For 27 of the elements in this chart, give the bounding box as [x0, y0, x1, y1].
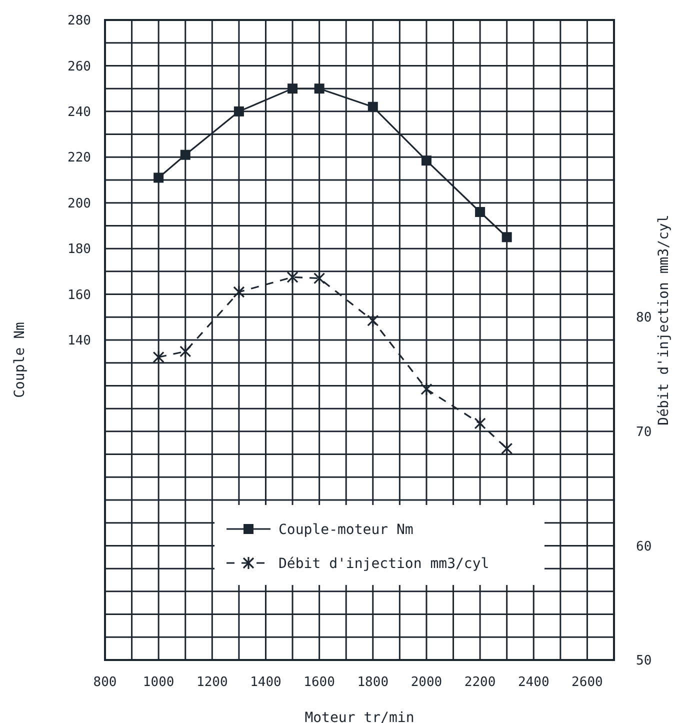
y2-tick-label: 50	[636, 654, 652, 669]
y-tick-label: 220	[68, 150, 91, 166]
x-tick-label: 800	[93, 675, 117, 690]
y-tick-label: 180	[68, 242, 91, 258]
x-tick-label: 2200	[464, 675, 496, 690]
y2-tick-label: 80	[636, 310, 652, 326]
x-tick-label: 1200	[196, 675, 228, 690]
x-axis-title: Moteur tr/min	[304, 710, 414, 723]
y-tick-label: 260	[68, 59, 91, 74]
y-tick-label: 200	[68, 196, 91, 212]
legend-label: Débit d'injection mm3/cyl	[278, 556, 490, 572]
y-tick-label: 240	[68, 104, 91, 120]
x-tick-label: 2600	[572, 675, 603, 690]
y-tick-label: 140	[68, 334, 91, 349]
y2-axis-title: Débit d'injection mm3/cyl	[656, 214, 672, 426]
y2-tick-label: 70	[636, 424, 652, 440]
x-tick-label: 1400	[250, 675, 282, 690]
x-tick-label: 1600	[304, 675, 335, 690]
x-tick-label: 2000	[410, 675, 442, 690]
y-axis-title: Couple Nm	[12, 322, 28, 398]
y-tick-label: 160	[68, 288, 91, 303]
x-tick-label: 1000	[142, 675, 174, 690]
x-tick-label: 1800	[357, 675, 389, 690]
y2-tick-label: 60	[636, 539, 652, 554]
y-tick-label: 280	[68, 14, 91, 29]
x-tick-label: 2400	[518, 675, 550, 690]
legend-label: Couple-moteur Nm	[278, 522, 414, 538]
